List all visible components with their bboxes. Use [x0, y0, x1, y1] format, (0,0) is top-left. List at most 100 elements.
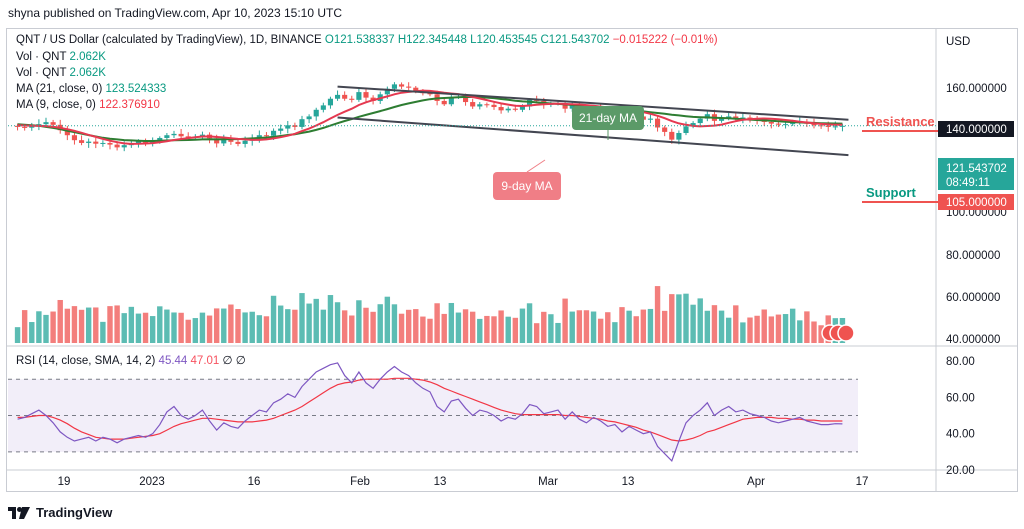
- volume-bar: [135, 313, 142, 343]
- legend-ma9[interactable]: MA (9, close, 0) 122.376910: [16, 99, 160, 111]
- volume-bar: [263, 316, 270, 343]
- candle-body: [391, 84, 398, 89]
- ma9-value: 122.376910: [99, 99, 160, 111]
- volume-bar: [576, 310, 583, 343]
- volume-bar: [228, 304, 234, 343]
- volume-bar: [541, 311, 547, 343]
- candle-body: [562, 103, 568, 109]
- volume-bar: [306, 303, 312, 343]
- legend-vol-2[interactable]: Vol · QNT 2.062K: [16, 67, 106, 79]
- channel-upper-line: [337, 85, 849, 121]
- support-price-badge: [938, 194, 1014, 210]
- volume-bar: [85, 307, 92, 343]
- symbol-label[interactable]: QNT / US Dollar (calculated by TradingVi…: [16, 34, 322, 46]
- candle-body: [683, 126, 689, 133]
- candle-body: [733, 116, 739, 119]
- ma9-callout-pointer: [526, 159, 546, 173]
- candle-body: [285, 125, 291, 129]
- legend-vol-1[interactable]: Vol · QNT 2.062K: [16, 51, 106, 63]
- volume-bar: [277, 305, 284, 343]
- volume-bar: [14, 327, 21, 343]
- volume-bar: [391, 304, 398, 343]
- tradingview-logo[interactable]: TradingView: [8, 505, 112, 520]
- volume-bar: [107, 306, 113, 343]
- volume-bar: [761, 309, 767, 343]
- ma9-callout-box: [493, 172, 561, 200]
- volume-bar: [299, 293, 305, 343]
- candle-body: [263, 135, 270, 137]
- candle-body: [107, 142, 113, 145]
- candle-body: [299, 119, 305, 127]
- candle-body: [135, 141, 142, 144]
- volume-bar: [569, 311, 575, 343]
- candle-body: [214, 138, 220, 144]
- candle-body: [313, 109, 319, 117]
- support-price-text: 105.000000: [946, 197, 1007, 209]
- volume-bar: [149, 316, 156, 343]
- resistance-label: Resistance: [866, 114, 935, 129]
- vol-label: Vol · QNT: [16, 67, 67, 79]
- volume-bar: [619, 307, 625, 343]
- volume-bar: [320, 309, 327, 343]
- volume-bar: [477, 318, 483, 343]
- volume-bar: [370, 311, 376, 343]
- volume-bar: [562, 298, 568, 343]
- rsi-tick: 40.00: [946, 429, 975, 441]
- candle-body: [477, 104, 483, 107]
- candle-body: [100, 142, 106, 144]
- volume-bar: [626, 310, 632, 343]
- volume-bar: [235, 309, 241, 343]
- volume-bar: [718, 310, 725, 343]
- volume-bar: [605, 312, 611, 343]
- volume-bar: [213, 308, 220, 343]
- rsi-tick: 60.00: [946, 392, 975, 404]
- volume-bar: [142, 312, 149, 343]
- vol-value: 2.062K: [69, 67, 106, 79]
- channel-lower-line: [337, 116, 849, 157]
- volume-bar: [50, 311, 56, 343]
- volume-bar: [242, 312, 248, 343]
- candle-body: [782, 124, 789, 126]
- volume-bar: [93, 307, 99, 343]
- candle-body: [569, 104, 575, 109]
- volume-bar: [100, 321, 106, 343]
- candle-body: [178, 133, 184, 137]
- volume-bar: [818, 325, 824, 343]
- volume-bar: [249, 311, 255, 343]
- low-value: L120.453545: [470, 34, 538, 46]
- rsi-tick: 80.00: [946, 356, 975, 368]
- time-tick: 17: [856, 476, 869, 488]
- volume-bar: [512, 317, 519, 343]
- candle-body: [320, 105, 326, 110]
- candle-body: [22, 126, 28, 128]
- candle-body: [384, 88, 390, 95]
- ma9-callout-text: 9-day MA: [501, 179, 552, 193]
- candle-body: [448, 97, 454, 105]
- candle-body: [71, 135, 78, 141]
- currency-label[interactable]: USD: [946, 36, 971, 48]
- time-tick: Apr: [747, 476, 765, 488]
- volume-bar: [185, 319, 191, 343]
- candle-body: [839, 125, 846, 127]
- volume-bar: [498, 310, 504, 343]
- legend-ma21[interactable]: MA (21, close, 0) 123.524333: [16, 83, 166, 95]
- volume-bar: [647, 308, 654, 343]
- candle-body: [398, 84, 405, 87]
- candle-body: [93, 141, 99, 144]
- volume-bar: [57, 299, 63, 343]
- volume-bar: [71, 306, 78, 343]
- resistance-price-text: 140.000000: [946, 124, 1007, 136]
- volume-bar: [782, 314, 789, 343]
- candle-body: [406, 86, 412, 88]
- candle-body: [29, 126, 35, 128]
- current-price-text: 121.543702: [946, 163, 1007, 175]
- rsi-tick: 20.00: [946, 465, 975, 477]
- ma9-callout: 9-day MA: [493, 159, 561, 200]
- volume-bar: [733, 305, 739, 343]
- rsi-extra: ∅ ∅: [222, 355, 246, 367]
- legend-rsi[interactable]: RSI (14, close, SMA, 14, 2) 45.44 47.01 …: [16, 353, 246, 367]
- candle-body: [306, 116, 312, 120]
- chart-frame: [6, 28, 1018, 492]
- time-tick: 13: [434, 476, 447, 488]
